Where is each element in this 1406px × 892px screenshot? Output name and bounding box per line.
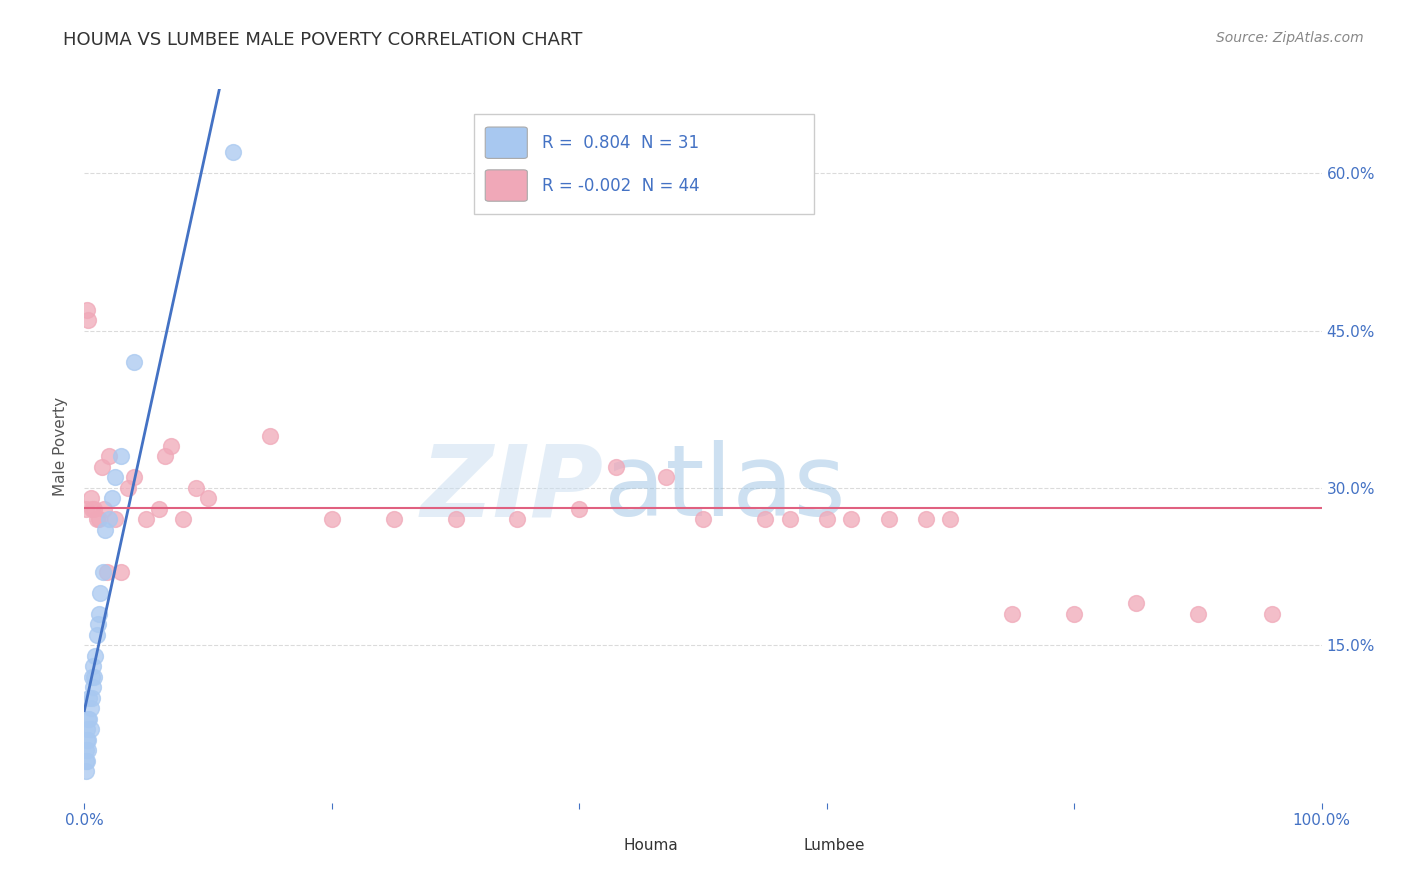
Point	[77, 743, 100, 757]
Point	[117, 481, 139, 495]
Point	[80, 502, 103, 516]
Point	[104, 470, 127, 484]
Point	[80, 670, 103, 684]
Point	[96, 565, 118, 579]
Point	[1001, 607, 1024, 621]
Point	[259, 428, 281, 442]
FancyBboxPatch shape	[755, 830, 797, 861]
Point	[148, 502, 170, 516]
Point	[655, 470, 678, 484]
Point	[197, 491, 219, 506]
Point	[754, 512, 776, 526]
Point	[76, 723, 98, 737]
Point	[86, 512, 108, 526]
Text: ZIP: ZIP	[420, 441, 605, 537]
Point	[444, 512, 467, 526]
Point	[75, 754, 97, 768]
Point	[80, 690, 103, 705]
Point	[122, 355, 145, 369]
Point	[222, 145, 245, 160]
Text: Source: ZipAtlas.com: Source: ZipAtlas.com	[1216, 31, 1364, 45]
Text: HOUMA VS LUMBEE MALE POVERTY CORRELATION CHART: HOUMA VS LUMBEE MALE POVERTY CORRELATION…	[63, 31, 582, 49]
Point	[90, 460, 112, 475]
Point	[83, 502, 105, 516]
Point	[75, 502, 97, 516]
Point	[76, 754, 98, 768]
Point	[382, 512, 405, 526]
Point	[506, 512, 529, 526]
Point	[86, 628, 108, 642]
Y-axis label: Male Poverty: Male Poverty	[53, 396, 69, 496]
Point	[82, 681, 104, 695]
Point	[93, 502, 115, 516]
Point	[779, 512, 801, 526]
Point	[79, 712, 101, 726]
Text: R = -0.002  N = 44: R = -0.002 N = 44	[543, 177, 700, 194]
Point	[153, 450, 176, 464]
FancyBboxPatch shape	[485, 127, 527, 159]
Point	[87, 617, 110, 632]
Point	[89, 512, 111, 526]
Point	[77, 313, 100, 327]
Point	[568, 502, 591, 516]
Text: R =  0.804  N = 31: R = 0.804 N = 31	[543, 134, 699, 152]
Point	[160, 439, 183, 453]
Point	[877, 512, 900, 526]
Point	[841, 512, 863, 526]
Point	[1063, 607, 1085, 621]
Text: atlas: atlas	[605, 441, 845, 537]
Point	[172, 512, 194, 526]
Point	[98, 512, 121, 526]
Point	[84, 648, 107, 663]
Point	[79, 690, 101, 705]
Point	[815, 512, 838, 526]
Point	[75, 764, 97, 779]
Point	[91, 565, 114, 579]
Point	[110, 565, 132, 579]
Point	[184, 481, 207, 495]
Text: Lumbee: Lumbee	[803, 838, 865, 853]
FancyBboxPatch shape	[485, 169, 527, 202]
Point	[1261, 607, 1284, 621]
Point	[122, 470, 145, 484]
Point	[76, 302, 98, 317]
Point	[89, 586, 111, 600]
Point	[104, 512, 127, 526]
Point	[914, 512, 936, 526]
FancyBboxPatch shape	[575, 830, 617, 861]
Point	[82, 659, 104, 673]
Point	[79, 701, 101, 715]
Point	[79, 491, 101, 506]
Point	[75, 743, 97, 757]
Point	[98, 450, 121, 464]
Point	[79, 723, 101, 737]
Point	[939, 512, 962, 526]
Point	[100, 491, 122, 506]
Point	[1187, 607, 1209, 621]
Point	[605, 460, 627, 475]
Point	[135, 512, 157, 526]
Point	[94, 523, 117, 537]
Point	[89, 607, 111, 621]
FancyBboxPatch shape	[474, 114, 814, 214]
Point	[83, 670, 105, 684]
Point	[77, 732, 100, 747]
Point	[110, 450, 132, 464]
Point	[692, 512, 714, 526]
Point	[77, 712, 100, 726]
Point	[321, 512, 343, 526]
Text: Houma: Houma	[624, 838, 679, 853]
Point	[1125, 596, 1147, 610]
Point	[76, 732, 98, 747]
